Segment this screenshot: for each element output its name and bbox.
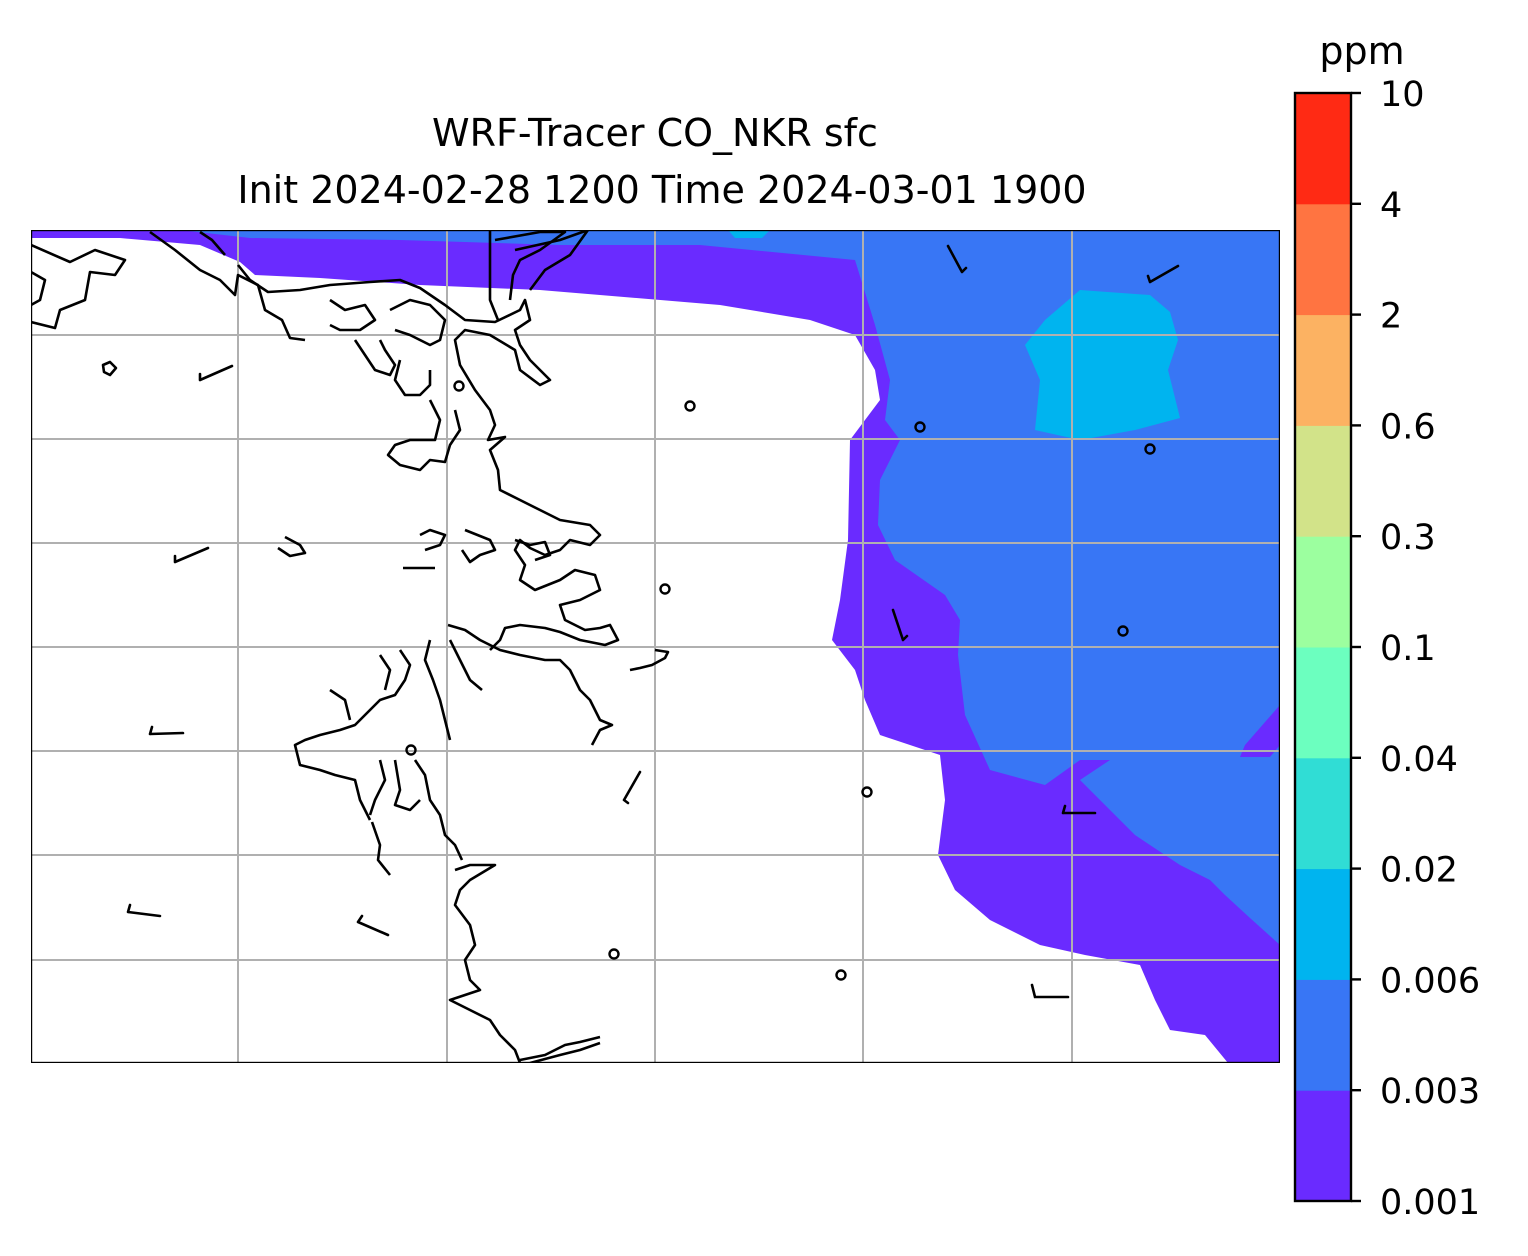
colorbar-tick-label: 0.1 — [1380, 629, 1436, 669]
colorbar-bands — [1295, 93, 1351, 1202]
map-panel — [31, 230, 1280, 1063]
colorbar-tick-label: 0.02 — [1380, 851, 1458, 891]
colorbar-tick-label: 0.04 — [1380, 740, 1458, 780]
colorbar-band — [1295, 203, 1351, 316]
colorbar-ticks: 0.001 0.003 0.006 0.02 0.04 0.1 0.3 0.6 2 4 10 — [1351, 75, 1480, 1223]
wind-barbs — [126, 244, 1180, 999]
colorbar-band — [1295, 314, 1351, 426]
colorbar-band — [1295, 868, 1351, 980]
colorbar-tick-label: 0.006 — [1380, 961, 1480, 1001]
colorbar-tick-label: 2 — [1380, 297, 1402, 337]
concentration-field-cyan — [1025, 290, 1180, 440]
coastlines — [31, 230, 670, 1063]
colorbar: ppm 0.001 0.003 0.006 0.02 0.04 0.1 0.3 0.6 2 4 10 — [1293, 29, 1480, 1223]
colorbar-tick-label: 10 — [1380, 75, 1425, 115]
colorbar-band — [1295, 757, 1351, 870]
colorbar-tick-label: 0.6 — [1380, 407, 1436, 447]
map-gridlines — [31, 230, 1280, 1063]
colorbar-band — [1295, 647, 1351, 759]
colorbar-tick-label: 0.001 — [1380, 1183, 1480, 1223]
colorbar-tick-label: 0.003 — [1380, 1072, 1480, 1112]
colorbar-band — [1295, 93, 1351, 205]
colorbar-tick-label: 0.3 — [1380, 518, 1436, 558]
calm-wind-circles — [405, 380, 1156, 981]
colorbar-band — [1295, 536, 1351, 648]
concentration-field-cyan-top — [728, 230, 770, 238]
colorbar-frame — [1293, 91, 1353, 1203]
concentration-field-blue — [180, 230, 1280, 945]
colorbar-band — [1295, 1090, 1351, 1202]
colorbar-band — [1295, 425, 1351, 537]
map-title-line1: WRF-Tracer CO_NKR sfc — [432, 111, 878, 155]
map-title-line2: Init 2024-02-28 1200 Time 2024-03-01 190… — [237, 168, 1086, 212]
colorbar-tick-label: 4 — [1380, 186, 1402, 226]
colorbar-unit: ppm — [1319, 29, 1404, 73]
colorbar-band — [1295, 979, 1351, 1091]
